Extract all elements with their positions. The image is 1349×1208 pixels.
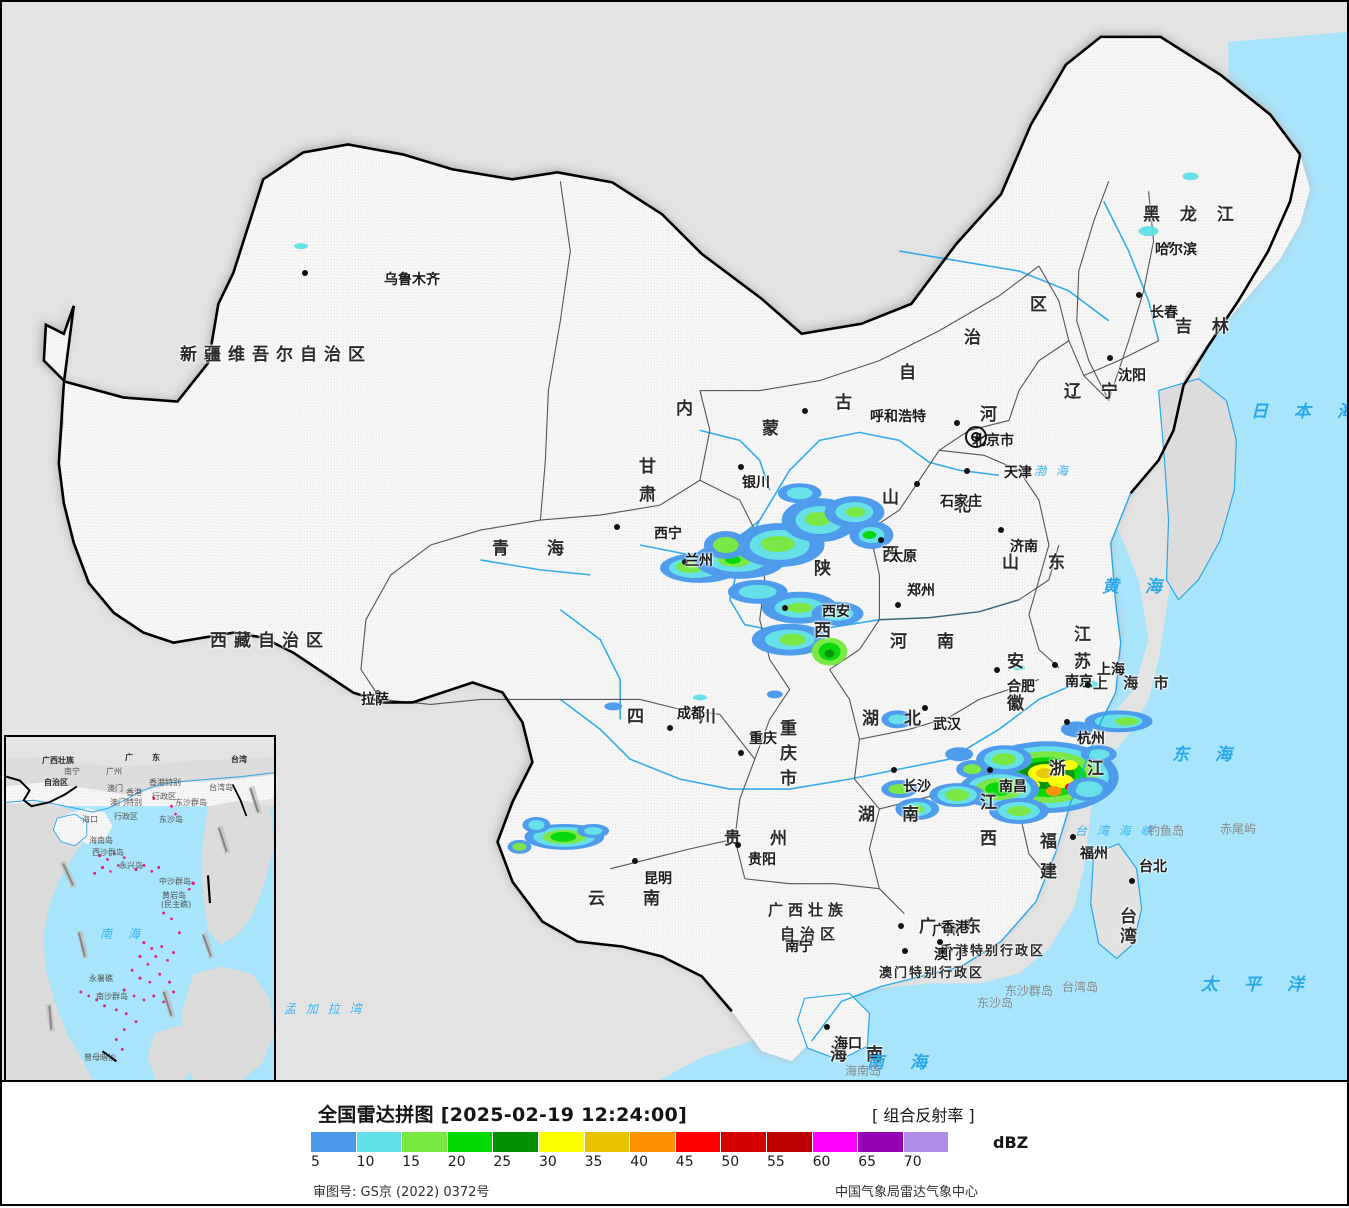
map-approval-number: 审图号: GS京 (2022) 0372号 bbox=[313, 1185, 490, 1200]
colorbar-swatch-40[interactable] bbox=[630, 1132, 675, 1152]
colorbar-tick-30: 30 bbox=[539, 1154, 557, 1170]
city-marker-32 bbox=[824, 1024, 830, 1030]
city-marker-27 bbox=[632, 858, 638, 864]
inset-province-2: 广 bbox=[125, 753, 133, 762]
colorbar-tick-40: 40 bbox=[630, 1154, 649, 1170]
city-marker-28 bbox=[797, 940, 803, 946]
colorbar-tick-70: 70 bbox=[903, 1154, 922, 1170]
echo-scattered bbox=[294, 172, 1199, 711]
city-marker-0 bbox=[302, 270, 308, 276]
city-marker-24 bbox=[667, 725, 673, 731]
legend-title: 全国雷达拼图 [2025-02-19 12:24:00] bbox=[318, 1104, 688, 1126]
inset-graphic bbox=[6, 737, 274, 1080]
city-marker-14 bbox=[782, 605, 788, 611]
city-marker-8 bbox=[914, 481, 920, 487]
city-marker-18 bbox=[1085, 682, 1091, 688]
coastline-layer bbox=[811, 492, 1132, 1042]
colorbar-swatch-30[interactable] bbox=[538, 1132, 584, 1152]
colorbar-tick-5: 5 bbox=[311, 1154, 320, 1170]
inset-province-0: 广西壮族 bbox=[42, 756, 74, 765]
city-marker-30 bbox=[937, 939, 943, 945]
capital-marker-beijing bbox=[965, 426, 987, 448]
city-marker-21 bbox=[1070, 834, 1076, 840]
colorbar-tick-35: 35 bbox=[584, 1154, 603, 1170]
city-marker-15 bbox=[895, 602, 901, 608]
colorbar-tick-65: 65 bbox=[858, 1154, 877, 1170]
inset-sea-label: 南 海 bbox=[100, 927, 146, 941]
inset-province-1: 自治区 bbox=[44, 778, 68, 787]
city-marker-20 bbox=[987, 767, 993, 773]
colorbar-swatch-45[interactable] bbox=[675, 1132, 721, 1152]
city-marker-1 bbox=[375, 690, 381, 696]
city-marker-17 bbox=[1052, 662, 1058, 668]
national-border-layer bbox=[42, 35, 1302, 1013]
colorbar-swatch-65[interactable] bbox=[858, 1132, 903, 1152]
colorbar-swatch-5[interactable] bbox=[311, 1132, 356, 1152]
inset-province-3: 东 bbox=[152, 753, 160, 762]
city-marker-29 bbox=[898, 923, 904, 929]
colorbar-tick-10: 10 bbox=[356, 1154, 375, 1170]
colorbar-swatch-55[interactable] bbox=[766, 1132, 812, 1152]
echo-cluster-southeast bbox=[881, 710, 1153, 824]
echo-cluster-yunnan bbox=[507, 816, 610, 854]
colorbar-tick-50: 50 bbox=[721, 1154, 740, 1170]
city-marker-12 bbox=[1136, 292, 1142, 298]
colorbar-tick-55: 55 bbox=[767, 1154, 785, 1170]
city-marker-9 bbox=[878, 537, 884, 543]
city-marker-33 bbox=[1129, 878, 1135, 884]
colorbar-tick-45: 45 bbox=[675, 1154, 694, 1170]
city-marker-7 bbox=[964, 468, 970, 474]
city-marker-16 bbox=[994, 667, 1000, 673]
south-china-sea-inset[interactable]: 广西壮族 自治区广东台湾 南宁 广州 澳门 香港 香港特别 行政区 澳门特别 行政区 东沙群岛 东沙岛… bbox=[4, 735, 276, 1080]
city-marker-10 bbox=[998, 527, 1004, 533]
colorbar-swatch-15[interactable] bbox=[402, 1132, 447, 1152]
city-marker-23 bbox=[891, 767, 897, 773]
colorbar-swatch-25[interactable] bbox=[493, 1132, 538, 1152]
colorbar-unit-label: dBZ bbox=[993, 1133, 1029, 1152]
product-mode-label: [ 组合反射率 ] bbox=[872, 1106, 975, 1125]
colorbar-tick-15: 15 bbox=[402, 1154, 421, 1170]
city-marker-11 bbox=[1107, 355, 1113, 361]
colorbar-swatch-60[interactable] bbox=[812, 1132, 858, 1152]
city-marker-2 bbox=[614, 524, 620, 530]
radar-echo-layer bbox=[294, 172, 1199, 854]
city-marker-19 bbox=[1064, 719, 1070, 725]
city-marker-6 bbox=[954, 420, 960, 426]
city-marker-4 bbox=[738, 464, 744, 470]
colorbar[interactable] bbox=[311, 1132, 949, 1152]
colorbar-tick-20: 20 bbox=[447, 1154, 466, 1170]
city-marker-13 bbox=[1167, 242, 1173, 248]
city-marker-25 bbox=[738, 750, 744, 756]
colorbar-swatch-70[interactable] bbox=[903, 1132, 949, 1152]
city-marker-22 bbox=[922, 705, 928, 711]
colorbar-tick-labels: 5 10 15 20 25 30 35 40 45 50 55 60 65 70 bbox=[305, 1154, 1005, 1174]
colorbar-swatch-50[interactable] bbox=[721, 1132, 766, 1152]
city-marker-3 bbox=[682, 559, 688, 565]
inset-province-4: 台湾 bbox=[231, 755, 247, 764]
colorbar-tick-25: 25 bbox=[493, 1154, 512, 1170]
city-marker-5 bbox=[802, 408, 808, 414]
echo-cluster-northwest bbox=[660, 483, 894, 666]
colorbar-tick-60: 60 bbox=[812, 1154, 831, 1170]
issuing-organization: 中国气象局雷达气象中心 bbox=[835, 1185, 979, 1200]
china-map-graphic bbox=[2, 2, 1347, 1080]
map-panel[interactable]: 新疆维吾尔自治区 西藏自治区青海甘肃内蒙古自治区黑 龙 江吉 林辽 宁河北山西陕西… bbox=[0, 0, 1349, 1082]
colorbar-swatch-35[interactable] bbox=[584, 1132, 630, 1152]
city-marker-31 bbox=[902, 948, 908, 954]
colorbar-swatch-20[interactable] bbox=[447, 1132, 493, 1152]
colorbar-swatch-10[interactable] bbox=[356, 1132, 402, 1152]
city-marker-26 bbox=[735, 842, 741, 848]
river-layer bbox=[480, 200, 1160, 790]
